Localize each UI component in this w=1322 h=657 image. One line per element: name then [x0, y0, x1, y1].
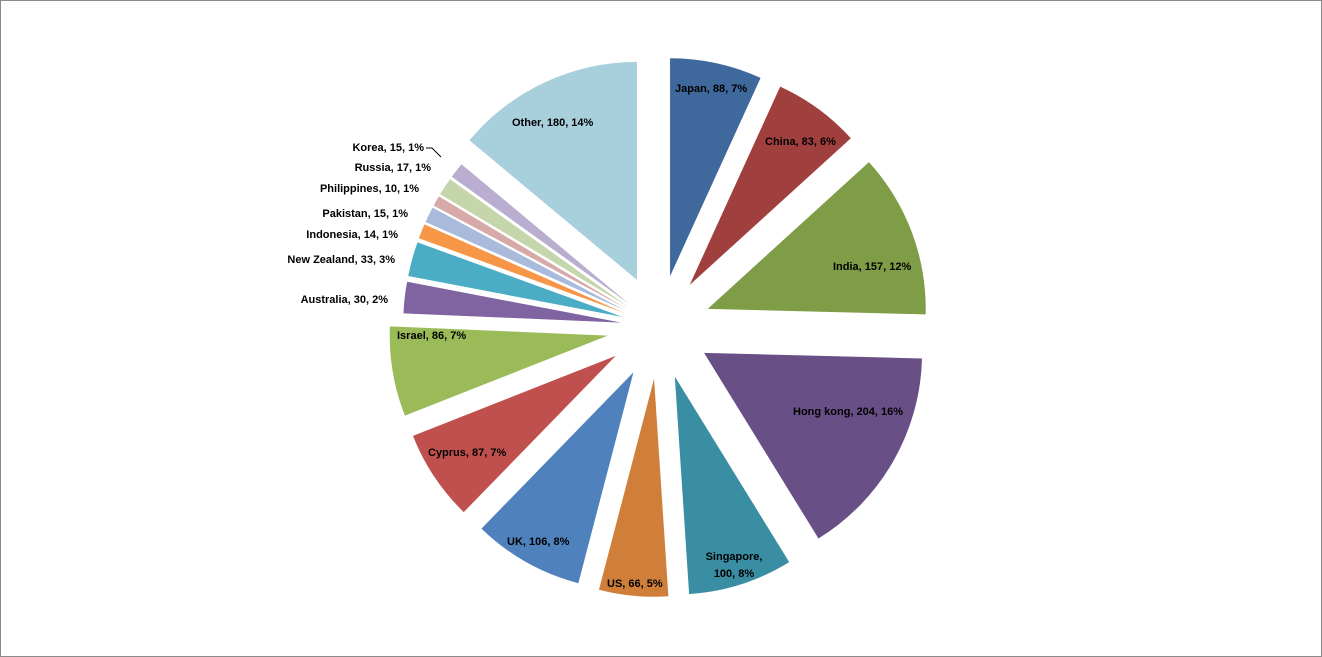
pie-slice-uk — [481, 372, 634, 584]
pie-slice-us — [598, 378, 669, 597]
pie-slice-indonesia — [418, 224, 624, 313]
pie-slice-philippines — [433, 196, 626, 309]
data-label-singapore: Singapore, 100, 8% — [706, 551, 763, 580]
data-label-cyprus: Cyprus, 87, 7% — [428, 447, 506, 459]
pie-slice-pakistan — [425, 207, 625, 311]
pie-slice-australia — [403, 281, 622, 323]
leader-line-korea — [426, 147, 442, 158]
pie-slice-singapore — [674, 376, 790, 595]
pie-slice-india — [707, 162, 926, 315]
data-label-philippines: Philippines, 10, 1% — [320, 183, 419, 195]
pie-slice-korea — [451, 164, 629, 304]
pie-slice-china — [689, 86, 851, 285]
data-label-australia: Australia, 30, 2% — [301, 294, 389, 306]
pie-slice-other — [469, 61, 637, 280]
pie-slice-russia — [440, 179, 628, 307]
data-label-russia: Russia, 17, 1% — [355, 162, 432, 174]
pie-slice-japan — [670, 58, 761, 277]
data-label-israel: Israel, 86, 7% — [397, 330, 466, 342]
data-label-china: China, 83, 6% — [765, 136, 836, 148]
data-label-japan: Japan, 88, 7% — [675, 83, 747, 95]
data-label-korea: Korea, 15, 1% — [352, 142, 424, 154]
data-label-india: India, 157, 12% — [833, 261, 911, 273]
data-label-pakistan: Pakistan, 15, 1% — [322, 208, 408, 220]
pie-slice-new-zealand — [408, 242, 623, 317]
pie-slice-cyprus — [412, 355, 616, 513]
data-label-other: Other, 180, 14% — [512, 117, 594, 129]
pie-slice-israel — [389, 326, 608, 416]
data-label-us: US, 66, 5% — [607, 578, 663, 590]
data-label-uk: UK, 106, 8% — [507, 536, 570, 548]
pie-slice-hong-kong — [704, 352, 923, 539]
data-label-indonesia: Indonesia, 14, 1% — [306, 229, 398, 241]
data-label-new-zealand: New Zealand, 33, 3% — [287, 254, 395, 266]
data-label-hong-kong: Hong kong, 204, 16% — [793, 406, 903, 418]
